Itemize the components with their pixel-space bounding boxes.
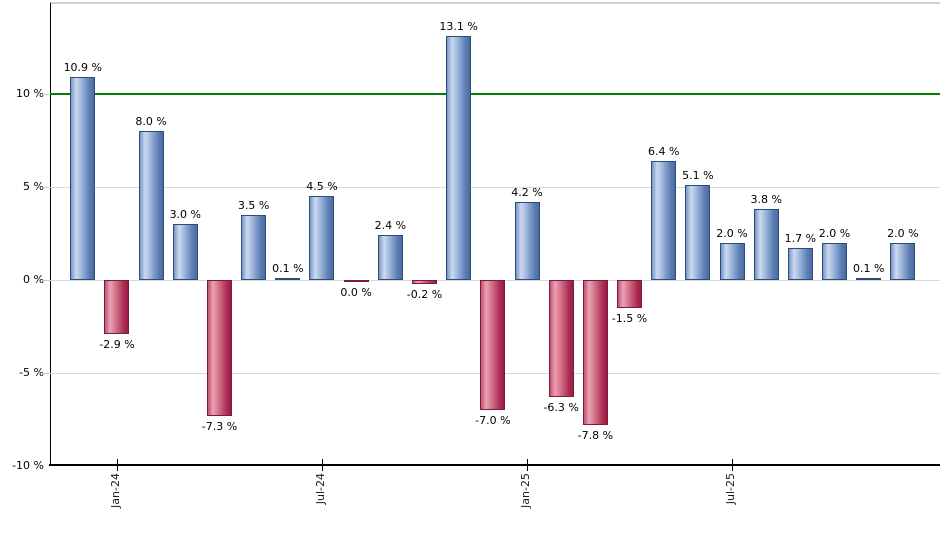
bar bbox=[514, 201, 540, 280]
bar-value-label: 6.4 % bbox=[647, 144, 680, 158]
bar-value-label: 10.9 % bbox=[63, 61, 103, 75]
bar-value-label: -0.2 % bbox=[406, 287, 443, 301]
bar bbox=[343, 280, 369, 282]
bar bbox=[309, 196, 335, 280]
bar bbox=[172, 224, 198, 280]
x-axis-tick-mark bbox=[321, 459, 323, 471]
bar bbox=[104, 280, 130, 334]
bar-value-label: 3.5 % bbox=[237, 198, 270, 212]
bar-value-label: 0.1 % bbox=[272, 262, 304, 276]
x-axis-tick-label: Jan-25 bbox=[519, 473, 532, 508]
bar bbox=[822, 242, 848, 280]
reference-line-10pct bbox=[50, 93, 940, 95]
bar bbox=[70, 77, 96, 280]
bar-value-label: -7.0 % bbox=[475, 414, 511, 428]
x-axis-tick-mark bbox=[732, 459, 734, 471]
bar bbox=[617, 280, 643, 308]
bar-value-label: 2.0 % bbox=[716, 226, 748, 240]
bar bbox=[412, 280, 437, 284]
bar-value-label: 13.1 % bbox=[439, 20, 478, 34]
y-axis-tick-mark bbox=[42, 94, 50, 95]
x-axis-tick-mark bbox=[527, 459, 528, 471]
bar-value-label: 3.0 % bbox=[169, 208, 202, 222]
y-axis-tick-label: 0 % bbox=[23, 273, 44, 286]
bar bbox=[446, 36, 472, 280]
bar-value-label: 0.0 % bbox=[340, 286, 372, 299]
x-axis-tick-label: Jul-24 bbox=[313, 473, 327, 505]
y-axis-tick-label: 5 % bbox=[23, 180, 44, 193]
bar-value-label: 2.4 % bbox=[374, 219, 407, 233]
bar bbox=[890, 242, 916, 280]
y-axis-tick-label: 10 % bbox=[16, 87, 44, 100]
bar bbox=[241, 214, 267, 280]
y-axis-tick-mark bbox=[42, 187, 50, 188]
bar bbox=[719, 242, 745, 280]
bar-value-label: 4.2 % bbox=[511, 185, 543, 199]
bar bbox=[651, 160, 677, 280]
bar bbox=[582, 280, 608, 426]
bar-value-label: -7.8 % bbox=[577, 429, 614, 443]
bar-value-label: -6.3 % bbox=[543, 401, 579, 415]
bar bbox=[480, 280, 506, 411]
bar-value-label: 5.1 % bbox=[682, 169, 714, 183]
bar-value-label: 3.8 % bbox=[750, 193, 782, 207]
x-axis-tick-mark bbox=[116, 459, 118, 471]
bar-value-label: -2.9 % bbox=[99, 337, 135, 351]
bar bbox=[856, 278, 882, 281]
bar bbox=[138, 131, 164, 280]
plot-area bbox=[50, 2, 940, 465]
y-axis-tick-mark bbox=[42, 280, 50, 281]
bar bbox=[753, 209, 779, 280]
bar bbox=[377, 235, 403, 280]
bar bbox=[787, 248, 813, 280]
bar-value-label: 0.1 % bbox=[852, 262, 885, 276]
bar-value-label: 1.7 % bbox=[784, 232, 817, 246]
x-axis-tick-label: Jan-24 bbox=[108, 473, 122, 508]
bar-value-label: 8.0 % bbox=[135, 115, 167, 129]
bar bbox=[548, 280, 574, 398]
horizontal-gridline bbox=[50, 187, 940, 188]
bar-value-label: -7.3 % bbox=[201, 419, 238, 433]
y-axis-tick-mark bbox=[42, 373, 50, 374]
bar-value-label: 2.0 % bbox=[887, 226, 919, 240]
bar bbox=[275, 278, 301, 281]
bar-value-label: -1.5 % bbox=[611, 311, 648, 325]
x-axis-line bbox=[49, 464, 940, 466]
y-axis-tick-label: -5 % bbox=[19, 366, 44, 379]
bar bbox=[206, 280, 232, 416]
y-axis-tick-label: -10 % bbox=[12, 459, 44, 472]
bar bbox=[685, 185, 711, 280]
bar-value-label: 4.5 % bbox=[306, 180, 338, 194]
bar-value-label: 2.0 % bbox=[818, 226, 851, 240]
x-axis-tick-label: Jul-25 bbox=[724, 473, 738, 505]
